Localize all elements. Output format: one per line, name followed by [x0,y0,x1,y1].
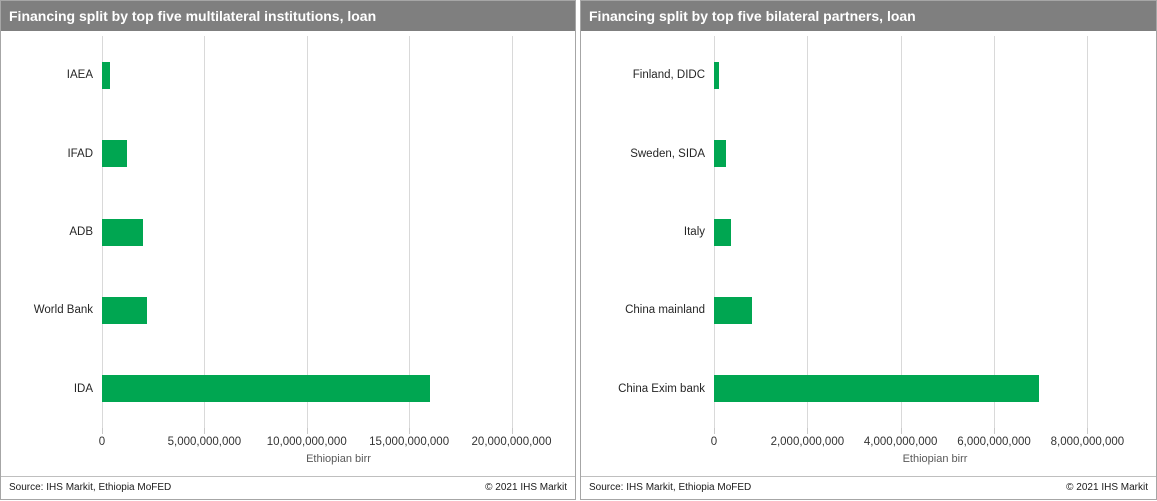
bar [102,218,143,246]
gridline [900,36,902,428]
tick-marks [102,428,575,434]
x-axis: 0 5,000,000,000 10,000,000,000 15,000,000,0… [98,434,575,450]
axis-tick-label: 8,000,000,000 [1050,436,1125,448]
axis-tick-label: 20,000,000,000 [471,436,552,448]
bar-cell [102,36,575,114]
footer: Source: IHS Markit, Ethiopia MoFED © 202… [1,476,575,499]
tick-mark [511,428,513,434]
x-axis-title: Ethiopian birr [306,453,371,465]
footer: Source: IHS Markit, Ethiopia MoFED © 202… [581,476,1156,499]
bar-cell [714,193,1156,271]
gridline [1087,36,1089,428]
axis-tick-label: 10,000,000,000 [266,436,347,448]
axis-tick-label: 0 [98,436,106,448]
category-labels: Finland, DIDC Sweden, SIDA Italy China main… [581,36,714,428]
category-label: Sweden, SIDA [630,147,705,160]
category-labels: IAEA IFAD ADB World Bank IDA [1,36,102,428]
copyright-note: © 2021 IHS Markit [485,482,567,493]
axis-tick-label: 5,000,000,000 [167,436,242,448]
tick-mark [994,428,996,434]
bar-cell [714,271,1156,349]
tick-mark [714,428,715,434]
category-label: World Bank [33,304,93,317]
bar-cell [102,193,575,271]
bar [714,218,732,246]
bar [102,61,110,89]
tick-mark [102,428,103,434]
gridline [409,36,411,428]
axis-tick-label: 15,000,000,000 [369,436,450,448]
bar-cell [102,271,575,349]
tick-mark [409,428,411,434]
chart-panel-bilateral: Financing split by top five bilateral pa… [580,0,1157,500]
chart-title: Financing split by top five multilateral… [1,1,575,31]
category-label: ADB [69,226,93,239]
bar-cell [714,114,1156,192]
category-label: IDA [73,382,93,395]
category-label: China Exim bank [618,382,705,395]
x-axis-title: Ethiopian birr [902,453,968,465]
bars [714,36,1156,428]
chart-body: IAEA IFAD ADB World Bank IDA [1,31,575,428]
gridline [306,36,308,428]
x-axis: 0 2,000,000,000 4,000,000,000 6,000,000,000… [710,434,1156,450]
source-note: Source: IHS Markit, Ethiopia MoFED [9,482,172,493]
chart-body: Finland, DIDC Sweden, SIDA Italy China main… [581,31,1156,428]
tick-mark [1087,428,1089,434]
bar [714,296,752,324]
tick-mark [807,428,809,434]
axis-tick-label: 4,000,000,000 [863,436,938,448]
gridline [204,36,206,428]
source-note: Source: IHS Markit, Ethiopia MoFED [589,482,752,493]
tick-marks [714,428,1156,434]
copyright-note: © 2021 IHS Markit [1066,482,1148,493]
axis-tick-label: 2,000,000,000 [770,436,845,448]
bar [714,375,1039,403]
bar [102,296,147,324]
category-label: Finland, DIDC [632,69,705,82]
gridline [994,36,996,428]
bars [102,36,575,428]
bar [714,140,727,168]
bar [102,375,430,403]
plot-area [102,36,575,428]
bar [102,140,128,168]
axis-tick-label: 6,000,000,000 [957,436,1031,448]
plot-area [714,36,1156,428]
category-label: IFAD [67,147,93,160]
tick-mark [900,428,902,434]
tick-mark [306,428,308,434]
chart-title: Financing split by top five bilateral pa… [581,1,1156,31]
bar-cell [714,36,1156,114]
chart-panel-multilateral: Financing split by top five multilateral… [0,0,576,500]
category-label: Italy [683,226,705,239]
bar-cell [714,350,1156,428]
category-label: China mainland [625,304,705,317]
gridline [807,36,809,428]
bar [714,61,720,89]
gridline [511,36,513,428]
tick-mark [204,428,206,434]
bar-cell [102,350,575,428]
axis-tick-label: 0 [710,436,718,448]
bar-cell [102,114,575,192]
category-label: IAEA [66,69,93,82]
